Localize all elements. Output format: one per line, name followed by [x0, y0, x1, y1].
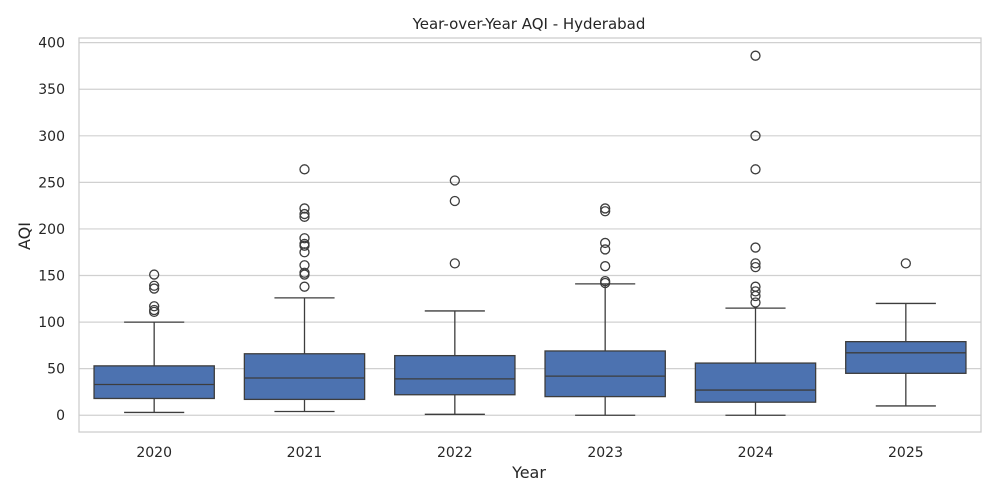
y-tick-label: 0 [56, 408, 65, 424]
outlier-point [449, 258, 460, 269]
y-tick-label: 100 [38, 315, 65, 331]
outlier-point [299, 164, 310, 175]
y-tick-label: 350 [38, 82, 65, 98]
x-tick-label: 2020 [136, 445, 172, 461]
x-tick-label: 2024 [738, 445, 774, 461]
y-axis-ticks: 0 50 100 150 200 250 300 350 400 [38, 36, 65, 425]
y-tick-label: 200 [38, 222, 65, 238]
outlier-point [299, 238, 310, 249]
box-group [694, 50, 817, 416]
outlier-point [750, 130, 761, 141]
outlier-point [750, 261, 761, 273]
x-axis-label: Year [511, 463, 546, 482]
box-group [93, 269, 215, 414]
outlier-point [750, 286, 761, 297]
y-tick-label: 250 [38, 175, 65, 191]
iqr-box [845, 341, 967, 374]
x-tick-label: 2025 [888, 445, 924, 461]
outlier-point [750, 281, 761, 292]
outlier-point [149, 269, 160, 280]
y-tick-label: 400 [38, 36, 65, 52]
outlier-point [600, 203, 611, 214]
box-group [243, 164, 366, 413]
outlier-point [600, 244, 611, 255]
outlier-point [299, 281, 310, 292]
outlier-point [149, 283, 160, 294]
iqr-box [93, 365, 215, 400]
outlier-point [600, 275, 611, 287]
y-tick-label: 50 [47, 362, 65, 378]
x-tick-label: 2022 [437, 445, 473, 461]
y-tick-label: 150 [38, 269, 65, 285]
box-group [394, 175, 516, 415]
outlier-point [750, 297, 761, 308]
box-group [544, 203, 666, 416]
outlier-point [299, 208, 310, 220]
outlier-point [750, 164, 761, 175]
outlier-point [299, 260, 310, 271]
y-axis-label: AQI [15, 222, 34, 250]
outlier-point [299, 233, 310, 244]
outlier-point [149, 280, 160, 291]
outlier-point [149, 304, 160, 316]
iqr-box [243, 353, 366, 401]
outlier-point [149, 301, 160, 312]
outlier-point [750, 50, 761, 61]
x-tick-label: 2021 [287, 445, 323, 461]
iqr-box [544, 350, 666, 398]
outlier-point [600, 261, 611, 272]
x-tick-label: 2023 [587, 445, 623, 461]
iqr-box [694, 362, 817, 403]
x-axis-ticks: 2020 2021 2022 2023 2024 2025 [136, 445, 923, 461]
outlier-point [600, 237, 611, 249]
boxes [93, 50, 967, 416]
outlier-point [449, 175, 460, 186]
plot-frame [78, 37, 982, 433]
outlier-point [299, 267, 310, 278]
outlier-point [750, 258, 761, 269]
outlier-point [299, 203, 310, 214]
chart-title: Year-over-Year AQI - Hyderabad [412, 15, 646, 33]
grid-lines [79, 42, 981, 416]
outlier-point [750, 242, 761, 253]
y-tick-label: 300 [38, 129, 65, 145]
outlier-point [600, 206, 611, 217]
outlier-point [900, 258, 911, 269]
box-group [845, 258, 967, 407]
iqr-box [394, 354, 516, 396]
outlier-point [449, 195, 460, 207]
